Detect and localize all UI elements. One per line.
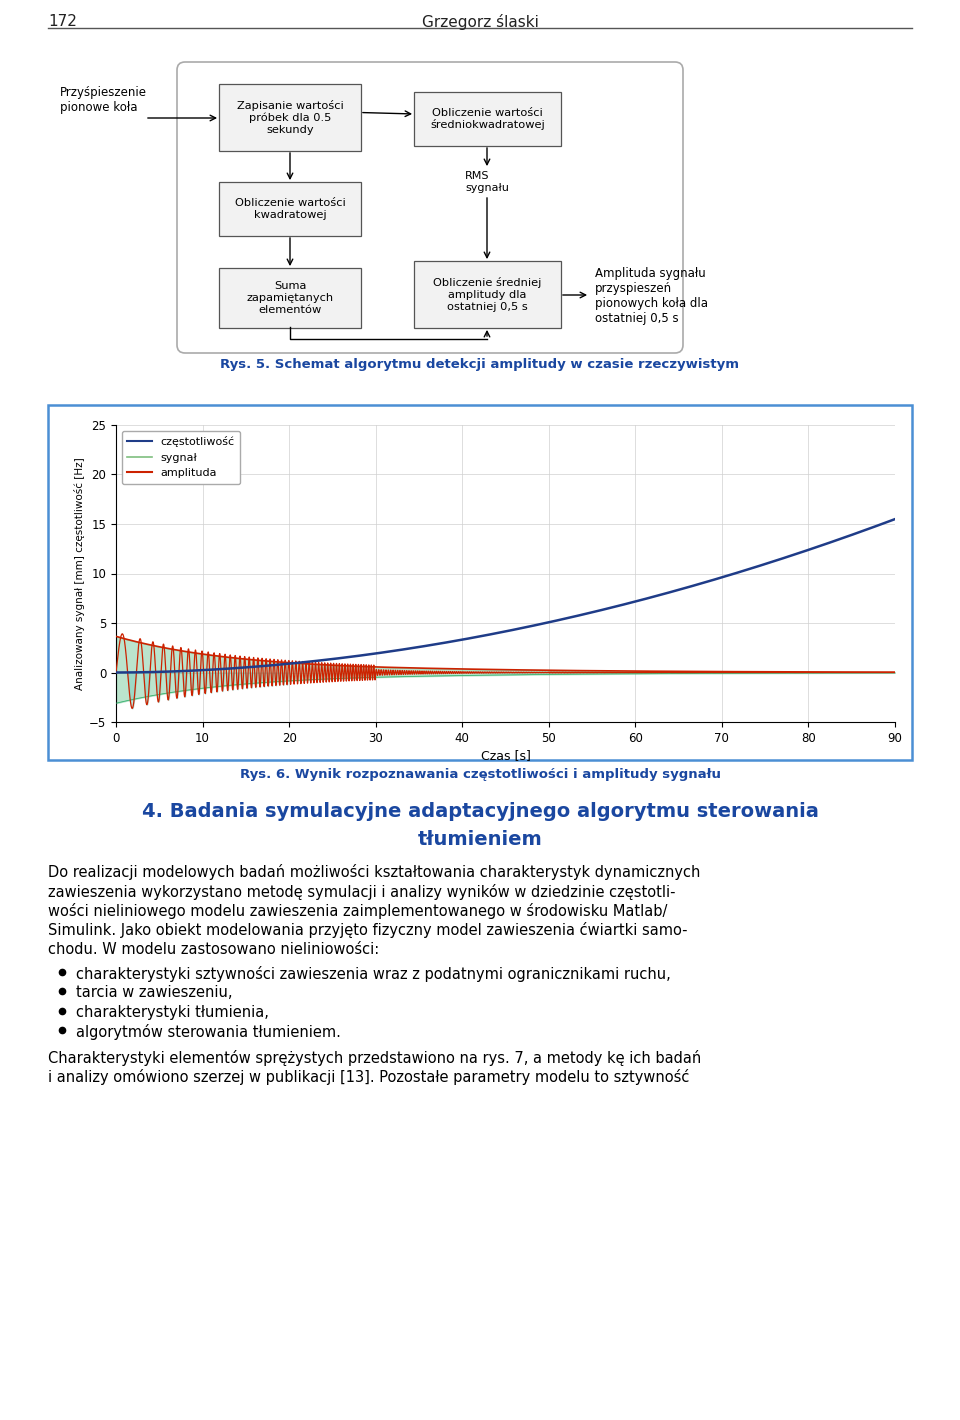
FancyBboxPatch shape <box>177 62 683 354</box>
FancyBboxPatch shape <box>414 92 561 146</box>
Text: tłumieniem: tłumieniem <box>418 831 542 849</box>
Text: Grzegorz ślaski: Grzegorz ślaski <box>421 14 539 30</box>
X-axis label: Czas [s]: Czas [s] <box>481 748 531 763</box>
FancyBboxPatch shape <box>219 268 361 328</box>
Text: Suma
zapamiętanych
elementów: Suma zapamiętanych elementów <box>247 281 333 315</box>
Text: Rys. 6. Wynik rozpoznawania częstotliwości i amplitudy sygnału: Rys. 6. Wynik rozpoznawania częstotliwoś… <box>239 768 721 781</box>
FancyBboxPatch shape <box>48 405 912 760</box>
Text: algorytmów sterowania tłumieniem.: algorytmów sterowania tłumieniem. <box>76 1024 341 1039</box>
Text: Do realizacji modelowych badań możliwości kształtowania charakterystyk dynamiczn: Do realizacji modelowych badań możliwośc… <box>48 863 701 880</box>
Text: Rys. 5. Schemat algorytmu detekcji amplitudy w czasie rzeczywistym: Rys. 5. Schemat algorytmu detekcji ampli… <box>221 358 739 371</box>
Text: zawieszenia wykorzystano metodę symulacji i analizy wyników w dziedzinie częstot: zawieszenia wykorzystano metodę symulacj… <box>48 883 676 899</box>
FancyBboxPatch shape <box>219 182 361 236</box>
Text: charakterystyki tłumienia,: charakterystyki tłumienia, <box>76 1004 269 1020</box>
Y-axis label: Analizowany sygnał [mm] częstotliwość [Hz]: Analizowany sygnał [mm] częstotliwość [H… <box>74 457 84 690</box>
Text: Obliczenie średniej
amplitudy dla
ostatniej 0,5 s: Obliczenie średniej amplitudy dla ostatn… <box>433 277 541 311</box>
Legend: częstotliwość, sygnał, amplituda: częstotliwość, sygnał, amplituda <box>122 430 240 484</box>
Text: Obliczenie wartości
kwadratowej: Obliczenie wartości kwadratowej <box>234 199 346 220</box>
Text: Zapisanie wartości
próbek dla 0.5
sekundy: Zapisanie wartości próbek dla 0.5 sekund… <box>236 99 344 135</box>
FancyBboxPatch shape <box>219 84 361 151</box>
Text: Simulink. Jako obiekt modelowania przyjęto fizyczny model zawieszenia ćwiartki s: Simulink. Jako obiekt modelowania przyję… <box>48 923 687 939</box>
Text: charakterystyki sztywności zawieszenia wraz z podatnymi ogranicznikami ruchu,: charakterystyki sztywności zawieszenia w… <box>76 966 671 981</box>
Text: tarcia w zawieszeniu,: tarcia w zawieszeniu, <box>76 985 232 1000</box>
Text: Obliczenie wartości
średniokwadratowej: Obliczenie wartości średniokwadratowej <box>430 108 545 131</box>
Text: i analizy omówiono szerzej w publikacji [13]. Pozostałe parametry modelu to szty: i analizy omówiono szerzej w publikacji … <box>48 1069 689 1085</box>
Text: RMS
sygnału: RMS sygnału <box>465 170 509 193</box>
Text: 4. Badania symulacyjne adaptacyjnego algorytmu sterowania: 4. Badania symulacyjne adaptacyjnego alg… <box>141 802 819 821</box>
Text: 172: 172 <box>48 14 77 28</box>
Text: wości nieliniowego modelu zawieszenia zaimplementowanego w środowisku Matlab/: wości nieliniowego modelu zawieszenia za… <box>48 903 667 919</box>
Text: Amplituda sygnału
przyspieszeń
pionowych koła dla
ostatniej 0,5 s: Amplituda sygnału przyspieszeń pionowych… <box>595 267 708 325</box>
Text: Przyśpieszenie
pionowe koła: Przyśpieszenie pionowe koła <box>60 87 147 114</box>
FancyBboxPatch shape <box>414 261 561 328</box>
Text: Charakterystyki elementów sprężystych przedstawiono na rys. 7, a metody kę ich b: Charakterystyki elementów sprężystych pr… <box>48 1049 701 1065</box>
Text: chodu. W modelu zastosowano nieliniowości:: chodu. W modelu zastosowano nieliniowośc… <box>48 941 379 957</box>
